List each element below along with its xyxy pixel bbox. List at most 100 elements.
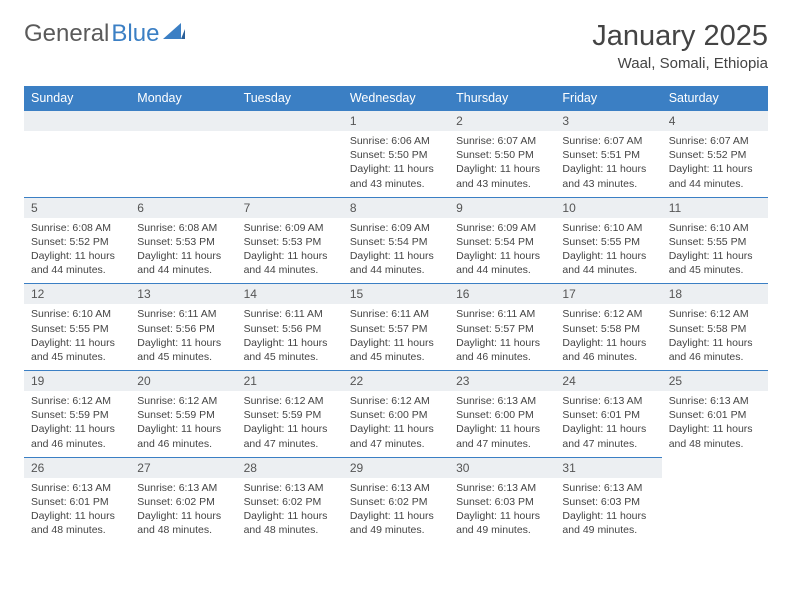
- day-number: 21: [237, 371, 343, 391]
- day-content: Sunrise: 6:13 AMSunset: 6:02 PMDaylight:…: [343, 478, 449, 544]
- day-wrapper: 5Sunrise: 6:08 AMSunset: 5:52 PMDaylight…: [24, 197, 130, 284]
- day-number: 4: [662, 111, 768, 131]
- calendar-cell: 20Sunrise: 6:12 AMSunset: 5:59 PMDayligh…: [130, 370, 236, 457]
- day-content: Sunrise: 6:08 AMSunset: 5:53 PMDaylight:…: [130, 218, 236, 284]
- calendar-cell: 19Sunrise: 6:12 AMSunset: 5:59 PMDayligh…: [24, 370, 130, 457]
- day-content: Sunrise: 6:07 AMSunset: 5:51 PMDaylight:…: [555, 131, 661, 197]
- day-content: Sunrise: 6:10 AMSunset: 5:55 PMDaylight:…: [662, 218, 768, 284]
- calendar-cell: 26Sunrise: 6:13 AMSunset: 6:01 PMDayligh…: [24, 457, 130, 544]
- day-number: 11: [662, 198, 768, 218]
- day-number: 1: [343, 111, 449, 131]
- calendar-cell: 23Sunrise: 6:13 AMSunset: 6:00 PMDayligh…: [449, 370, 555, 457]
- calendar-cell: 17Sunrise: 6:12 AMSunset: 5:58 PMDayligh…: [555, 283, 661, 370]
- empty-daynum: [237, 111, 343, 131]
- location: Waal, Somali, Ethiopia: [592, 55, 768, 72]
- day-wrapper: 18Sunrise: 6:12 AMSunset: 5:58 PMDayligh…: [662, 283, 768, 370]
- day-wrapper: 26Sunrise: 6:13 AMSunset: 6:01 PMDayligh…: [24, 457, 130, 544]
- day-number: 20: [130, 371, 236, 391]
- logo-text-blue: Blue: [111, 20, 159, 48]
- day-content: Sunrise: 6:13 AMSunset: 6:02 PMDaylight:…: [130, 478, 236, 544]
- day-number: 9: [449, 198, 555, 218]
- calendar-cell: 4Sunrise: 6:07 AMSunset: 5:52 PMDaylight…: [662, 110, 768, 197]
- calendar-cell: 27Sunrise: 6:13 AMSunset: 6:02 PMDayligh…: [130, 457, 236, 544]
- title-block: January 2025 Waal, Somali, Ethiopia: [592, 20, 768, 72]
- calendar-cell: 13Sunrise: 6:11 AMSunset: 5:56 PMDayligh…: [130, 283, 236, 370]
- day-content: Sunrise: 6:08 AMSunset: 5:52 PMDaylight:…: [24, 218, 130, 284]
- day-number: 29: [343, 458, 449, 478]
- day-content: Sunrise: 6:07 AMSunset: 5:50 PMDaylight:…: [449, 131, 555, 197]
- day-number: 27: [130, 458, 236, 478]
- day-number: 19: [24, 371, 130, 391]
- day-content: Sunrise: 6:13 AMSunset: 6:01 PMDaylight:…: [24, 478, 130, 544]
- day-wrapper: 27Sunrise: 6:13 AMSunset: 6:02 PMDayligh…: [130, 457, 236, 544]
- day-number: 23: [449, 371, 555, 391]
- day-number: 16: [449, 284, 555, 304]
- day-wrapper: 28Sunrise: 6:13 AMSunset: 6:02 PMDayligh…: [237, 457, 343, 544]
- calendar-body: 1Sunrise: 6:06 AMSunset: 5:50 PMDaylight…: [24, 110, 768, 543]
- calendar-cell: [130, 110, 236, 197]
- calendar-cell: 6Sunrise: 6:08 AMSunset: 5:53 PMDaylight…: [130, 197, 236, 284]
- day-number: 5: [24, 198, 130, 218]
- calendar-cell: 3Sunrise: 6:07 AMSunset: 5:51 PMDaylight…: [555, 110, 661, 197]
- month-title: January 2025: [592, 20, 768, 53]
- day-number: 26: [24, 458, 130, 478]
- day-number: 24: [555, 371, 661, 391]
- day-wrapper: 22Sunrise: 6:12 AMSunset: 6:00 PMDayligh…: [343, 370, 449, 457]
- day-wrapper: 29Sunrise: 6:13 AMSunset: 6:02 PMDayligh…: [343, 457, 449, 544]
- day-number: 28: [237, 458, 343, 478]
- calendar-table: SundayMondayTuesdayWednesdayThursdayFrid…: [24, 86, 768, 543]
- calendar-header-row: SundayMondayTuesdayWednesdayThursdayFrid…: [24, 86, 768, 110]
- day-wrapper: 2Sunrise: 6:07 AMSunset: 5:50 PMDaylight…: [449, 110, 555, 197]
- empty-cell: [130, 110, 236, 197]
- weekday-header: Thursday: [449, 86, 555, 110]
- day-content: Sunrise: 6:13 AMSunset: 6:02 PMDaylight:…: [237, 478, 343, 544]
- day-content: Sunrise: 6:09 AMSunset: 5:53 PMDaylight:…: [237, 218, 343, 284]
- day-wrapper: 24Sunrise: 6:13 AMSunset: 6:01 PMDayligh…: [555, 370, 661, 457]
- day-wrapper: 4Sunrise: 6:07 AMSunset: 5:52 PMDaylight…: [662, 110, 768, 197]
- day-number: 7: [237, 198, 343, 218]
- day-content: Sunrise: 6:13 AMSunset: 6:00 PMDaylight:…: [449, 391, 555, 457]
- trailing-empty-cell: [662, 457, 768, 544]
- day-content: Sunrise: 6:11 AMSunset: 5:57 PMDaylight:…: [343, 304, 449, 370]
- day-wrapper: 15Sunrise: 6:11 AMSunset: 5:57 PMDayligh…: [343, 283, 449, 370]
- day-wrapper: 20Sunrise: 6:12 AMSunset: 5:59 PMDayligh…: [130, 370, 236, 457]
- weekday-header: Monday: [130, 86, 236, 110]
- day-content: Sunrise: 6:12 AMSunset: 5:58 PMDaylight:…: [555, 304, 661, 370]
- day-content: Sunrise: 6:13 AMSunset: 6:03 PMDaylight:…: [449, 478, 555, 544]
- calendar-cell: 18Sunrise: 6:12 AMSunset: 5:58 PMDayligh…: [662, 283, 768, 370]
- calendar-cell: 5Sunrise: 6:08 AMSunset: 5:52 PMDaylight…: [24, 197, 130, 284]
- day-wrapper: 21Sunrise: 6:12 AMSunset: 5:59 PMDayligh…: [237, 370, 343, 457]
- empty-cell: [24, 110, 130, 197]
- calendar-cell: 10Sunrise: 6:10 AMSunset: 5:55 PMDayligh…: [555, 197, 661, 284]
- day-content: Sunrise: 6:12 AMSunset: 5:59 PMDaylight:…: [237, 391, 343, 457]
- day-wrapper: 11Sunrise: 6:10 AMSunset: 5:55 PMDayligh…: [662, 197, 768, 284]
- day-number: 2: [449, 111, 555, 131]
- day-number: 31: [555, 458, 661, 478]
- day-number: 12: [24, 284, 130, 304]
- day-content: Sunrise: 6:11 AMSunset: 5:57 PMDaylight:…: [449, 304, 555, 370]
- calendar-cell: 21Sunrise: 6:12 AMSunset: 5:59 PMDayligh…: [237, 370, 343, 457]
- day-content: Sunrise: 6:12 AMSunset: 5:58 PMDaylight:…: [662, 304, 768, 370]
- day-wrapper: 1Sunrise: 6:06 AMSunset: 5:50 PMDaylight…: [343, 110, 449, 197]
- day-content: Sunrise: 6:13 AMSunset: 6:01 PMDaylight:…: [555, 391, 661, 457]
- day-number: 6: [130, 198, 236, 218]
- calendar-cell: 30Sunrise: 6:13 AMSunset: 6:03 PMDayligh…: [449, 457, 555, 544]
- day-content: Sunrise: 6:07 AMSunset: 5:52 PMDaylight:…: [662, 131, 768, 197]
- day-wrapper: 12Sunrise: 6:10 AMSunset: 5:55 PMDayligh…: [24, 283, 130, 370]
- day-wrapper: 3Sunrise: 6:07 AMSunset: 5:51 PMDaylight…: [555, 110, 661, 197]
- day-number: 22: [343, 371, 449, 391]
- day-wrapper: 8Sunrise: 6:09 AMSunset: 5:54 PMDaylight…: [343, 197, 449, 284]
- weekday-header: Friday: [555, 86, 661, 110]
- calendar-cell: 28Sunrise: 6:13 AMSunset: 6:02 PMDayligh…: [237, 457, 343, 544]
- day-content: Sunrise: 6:13 AMSunset: 6:03 PMDaylight:…: [555, 478, 661, 544]
- logo: GeneralBlue: [24, 20, 185, 48]
- calendar-cell: [24, 110, 130, 197]
- day-content: Sunrise: 6:09 AMSunset: 5:54 PMDaylight:…: [343, 218, 449, 284]
- day-content: Sunrise: 6:12 AMSunset: 6:00 PMDaylight:…: [343, 391, 449, 457]
- logo-text-general: General: [24, 20, 109, 48]
- calendar-cell: 22Sunrise: 6:12 AMSunset: 6:00 PMDayligh…: [343, 370, 449, 457]
- day-wrapper: 19Sunrise: 6:12 AMSunset: 5:59 PMDayligh…: [24, 370, 130, 457]
- day-wrapper: 10Sunrise: 6:10 AMSunset: 5:55 PMDayligh…: [555, 197, 661, 284]
- header: GeneralBlue January 2025 Waal, Somali, E…: [24, 20, 768, 72]
- calendar-cell: 9Sunrise: 6:09 AMSunset: 5:54 PMDaylight…: [449, 197, 555, 284]
